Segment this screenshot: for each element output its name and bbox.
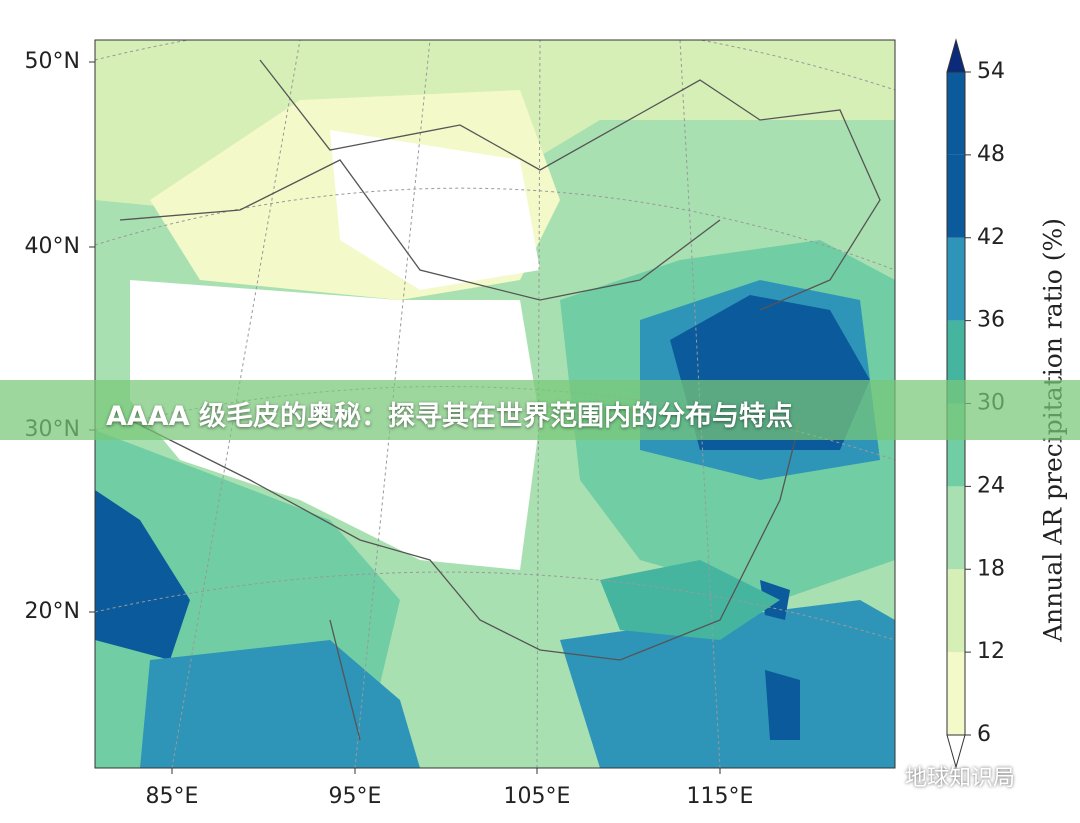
- banner: AAAA 级毛皮的奥秘：探寻其在世界范围内的分布与特点: [0, 380, 1080, 440]
- colorbar-bin: [947, 237, 965, 321]
- lon-label: 115°E: [687, 784, 754, 809]
- colorbar-tick-label: 18: [977, 556, 1005, 581]
- lon-label: 105°E: [504, 784, 571, 809]
- banner-title: AAAA 级毛皮的奥秘：探寻其在世界范围内的分布与特点: [106, 401, 793, 432]
- lon-label: 95°E: [329, 784, 382, 809]
- colorbar-tick-label: 6: [977, 722, 991, 747]
- watermark: 地球知识局: [905, 766, 1016, 791]
- colorbar-bin: [947, 154, 965, 238]
- lat-labels: 50°N40°N30°N20°N: [25, 49, 95, 624]
- colorbar-bin: [947, 652, 965, 735]
- lat-label: 50°N: [25, 49, 80, 74]
- lon-label: 85°E: [146, 784, 199, 809]
- colorbar-bin: [947, 569, 965, 653]
- lat-label: 20°N: [25, 599, 80, 624]
- colorbar-tick-label: 36: [977, 308, 1005, 333]
- lon-labels: 85°E 95°E 105°E 115°E: [146, 768, 754, 809]
- colorbar-tick-label: 42: [977, 225, 1005, 250]
- colorbar-tick-label: 54: [977, 59, 1005, 84]
- colorbar-extend-high: [946, 38, 966, 73]
- colorbar-bin: [947, 486, 965, 570]
- colorbar-tick-label: 24: [977, 473, 1005, 498]
- lat-label: 40°N: [25, 234, 80, 259]
- colorbar-bin: [947, 72, 965, 155]
- colorbar-tick-label: 12: [977, 639, 1005, 664]
- colorbar-tick-label: 48: [977, 142, 1005, 167]
